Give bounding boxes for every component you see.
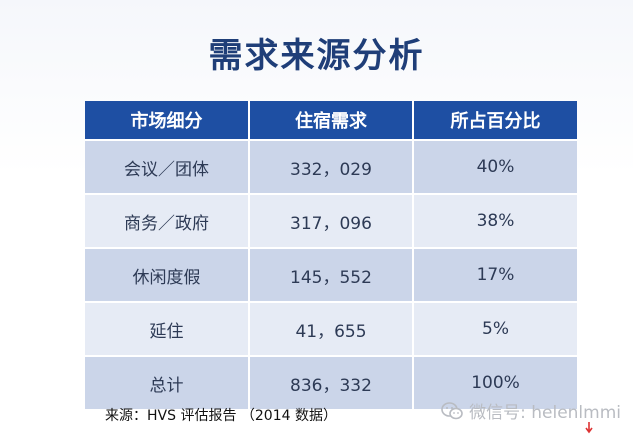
table-row: 延住 41，655 5% xyxy=(85,301,577,356)
table-row: 商务／政府 317，096 38% xyxy=(85,193,577,248)
column-header-demand: 住宿需求 xyxy=(249,101,414,140)
cell-demand: 836，332 xyxy=(249,355,414,409)
table-row: 会议／团体 332，029 40% xyxy=(85,139,577,194)
watermark-text: 微信号: helenlmmi xyxy=(469,403,621,423)
cell-percent: 38% xyxy=(413,193,577,248)
table-row: 休闲度假 145，552 17% xyxy=(85,247,577,302)
cursor-icon xyxy=(585,422,593,434)
cell-segment: 总计 xyxy=(85,355,250,409)
cell-percent: 100% xyxy=(413,355,577,409)
cell-demand: 145，552 xyxy=(249,247,414,302)
cell-percent: 40% xyxy=(413,139,577,194)
cell-segment: 会议／团体 xyxy=(85,139,250,194)
cell-segment: 延住 xyxy=(85,301,250,356)
column-header-segment: 市场细分 xyxy=(85,101,250,140)
page-title: 需求来源分析 xyxy=(208,36,425,76)
table-header-row: 市场细分 住宿需求 所占百分比 xyxy=(85,101,577,140)
column-header-percent: 所占百分比 xyxy=(413,101,577,140)
cell-percent: 17% xyxy=(413,247,577,302)
cell-segment: 商务／政府 xyxy=(85,193,250,248)
cell-percent: 5% xyxy=(413,301,577,356)
cell-demand: 41，655 xyxy=(249,301,414,356)
source-note: 来源：HVS 评估报告 （2014 数据） xyxy=(105,408,337,424)
watermark: 微信号: helenlmmi xyxy=(441,398,621,423)
table-row-total: 总计 836，332 100% xyxy=(85,355,577,409)
cell-demand: 317，096 xyxy=(249,193,414,248)
demand-table: 市场细分 住宿需求 所占百分比 会议／团体 332，029 40% 商务／政府 … xyxy=(85,101,577,409)
wechat-icon xyxy=(441,401,463,420)
cell-segment: 休闲度假 xyxy=(85,247,250,302)
cell-demand: 332，029 xyxy=(249,139,414,194)
